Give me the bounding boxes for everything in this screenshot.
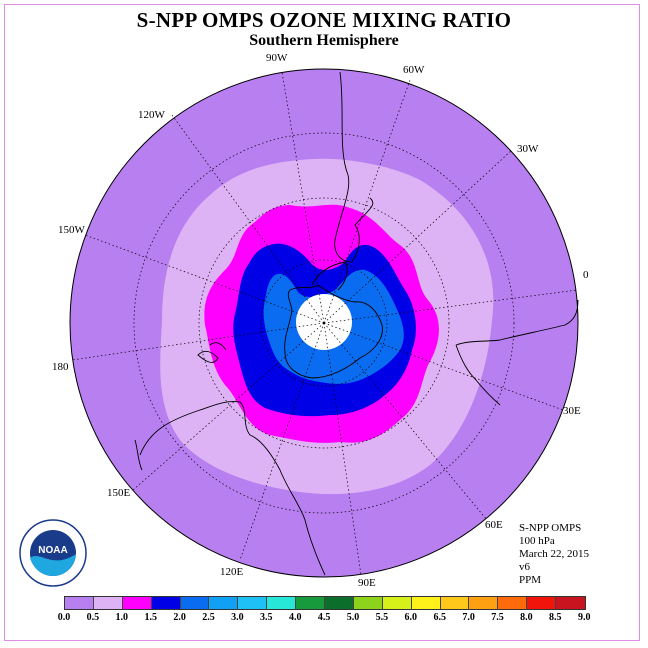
lon-label-60w: 60W [403, 64, 425, 76]
lon-label-150w: 150W [58, 224, 86, 236]
colorbar-tick-label: 3.0 [231, 612, 244, 623]
colorbar-tick-label: 7.5 [491, 612, 504, 623]
lon-label-30w: 30W [517, 143, 539, 155]
lon-label-180: 180 [52, 361, 69, 373]
colorbar-tick-label: 1.0 [115, 612, 129, 623]
colorbar-segment [267, 597, 297, 609]
colorbar-tick-label: 8.0 [520, 612, 533, 623]
colorbar-segment [65, 597, 94, 609]
colorbar-tick-label: 2.0 [173, 612, 186, 623]
colorbar-segment [209, 597, 239, 609]
lon-label-0: 0 [583, 269, 589, 281]
colorbar [64, 596, 587, 610]
colorbar-tick-label: 5.5 [375, 612, 389, 623]
lon-label-150e: 150E [107, 487, 131, 499]
info-version: v6 [519, 561, 530, 573]
map-subtitle: Southern Hemisphere [249, 32, 399, 49]
noaa-logo-text: NOAA [38, 545, 67, 556]
colorbar-segment [296, 597, 326, 609]
colorbar-segment [180, 597, 210, 609]
info-instrument: S-NPP OMPS [519, 522, 582, 534]
lon-label-30e: 30E [563, 405, 581, 417]
colorbar-segment [122, 597, 152, 609]
colorbar-tick-label: 1.5 [144, 612, 157, 623]
colorbar-tick-label: 8.5 [549, 612, 562, 623]
colorbar-segment [353, 597, 383, 609]
info-level: 100 hPa [519, 535, 555, 547]
lon-label-90w: 90W [266, 52, 288, 64]
colorbar-tick-label: 9.0 [577, 612, 591, 623]
coastlines [134, 71, 579, 576]
colorbar-segment [238, 597, 268, 609]
colorbar-tick-label: 6.5 [433, 612, 446, 623]
colorbar-segment [93, 597, 123, 609]
info-units: PPM [519, 574, 542, 586]
colorbar-segment [325, 597, 354, 609]
lon-label-90e: 90E [358, 577, 376, 589]
colorbar-tick-label: 4.5 [317, 612, 331, 623]
lon-label-120e: 120E [220, 566, 244, 578]
figure-frame [4, 4, 640, 641]
map-title: S-NPP OMPS OZONE MIXING RATIO [136, 8, 512, 32]
colorbar-tick-label: 5.0 [346, 612, 360, 623]
latitude-grid [133, 132, 515, 514]
colorbar-tick-label: 3.5 [260, 612, 273, 623]
colorbar-tick-label: 7.0 [462, 612, 475, 623]
lon-label-60e: 60E [485, 519, 503, 531]
longitude-grid [71, 71, 578, 576]
colorbar-segment [151, 597, 181, 609]
colorbar-segment [556, 597, 586, 609]
colorbar-segment [382, 597, 412, 609]
colorbar-tick-label: 0.5 [86, 612, 100, 623]
colorbar-tick-label: 6.0 [404, 612, 418, 623]
colorbar-segment [440, 597, 470, 609]
colorbar-segment [469, 597, 499, 609]
noaa-logo: NOAA [19, 519, 87, 587]
data-info-block: S-NPP OMPS 100 hPa March 22, 2015 v6 PPM [519, 522, 589, 587]
colorbar-ticks: 0.0 0.5 1.0 1.5 2.0 2.5 3.0 3.5 4.0 4.5 5.0 5.5 6.0 6… [0, 612, 648, 626]
info-date: March 22, 2015 [519, 548, 589, 560]
lon-label-120w: 120W [138, 109, 166, 121]
colorbar-segment [411, 597, 441, 609]
longitude-labels: 90W 60W 30W 0 30E 60E 90E 120E 150E 180 … [52, 52, 589, 589]
colorbar-segment [527, 597, 557, 609]
colorbar-tick-label: 4.0 [288, 612, 302, 623]
colorbar-segment [498, 597, 528, 609]
colorbar-tick-label: 2.5 [202, 612, 215, 623]
colorbar-tick-label: 0.0 [57, 612, 71, 623]
